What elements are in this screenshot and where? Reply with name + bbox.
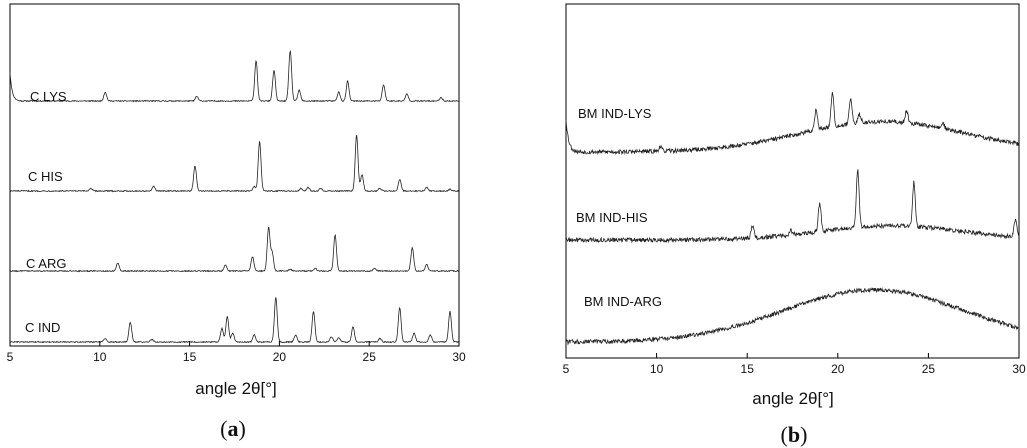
x-tick-label: 15: [741, 362, 755, 376]
series-label-c-his: C HIS: [28, 169, 63, 184]
panel-b-series-group: [565, 91, 1020, 346]
panel-b-label: (b): [781, 422, 808, 447]
panel-b-x-axis: 5 10 15 20 25 30: [563, 353, 1026, 376]
x-tick-label: 5: [563, 362, 570, 376]
x-tick-label: 30: [1012, 362, 1026, 376]
panel-a-x-axis: 5 10 15 20 25 30: [7, 341, 466, 364]
x-tick-label: 25: [922, 362, 936, 376]
x-tick-label: 10: [93, 350, 107, 364]
panel-a-plot-frame: [9, 3, 460, 347]
xrd-trace-bm-ind-lys: [565, 91, 1020, 156]
panel-b: 5 10 15 20 25 30 BM IND-LYS BM IND-HIS BM IND…: [563, 3, 1026, 447]
x-tick-label: 30: [452, 350, 466, 364]
series-label-bm-ind-lys: BM IND-LYS: [578, 106, 652, 121]
series-label-bm-ind-his: BM IND-HIS: [576, 210, 648, 225]
x-tick-label: 15: [183, 350, 197, 364]
xrd-trace-c-arg: [9, 226, 460, 273]
panel-a-series-group: [9, 49, 460, 344]
xrd-trace-bm-ind-arg: [565, 287, 1020, 346]
series-label-c-lys: C LYS: [30, 89, 67, 104]
series-label-bm-ind-arg: BM IND-ARG: [584, 294, 662, 309]
panel-b-x-axis-title: angle 2θ[°]: [752, 389, 833, 408]
xrd-trace-c-his: [9, 134, 459, 193]
x-tick-label: 5: [7, 350, 14, 364]
x-tick-label: 20: [273, 350, 287, 364]
xrd-trace-c-ind: [9, 297, 460, 344]
x-tick-label: 10: [650, 362, 664, 376]
series-label-c-ind: C IND: [25, 320, 60, 335]
series-label-c-arg: C ARG: [26, 256, 66, 271]
xrd-trace-bm-ind-his: [565, 169, 1020, 244]
panel-a: 5 10 15 20 25 30 C LYS C HIS C ARG C IND angl…: [7, 3, 466, 441]
x-tick-label: 25: [363, 350, 377, 364]
x-tick-label: 20: [831, 362, 845, 376]
panel-a-label: (a): [220, 416, 246, 441]
panel-a-x-axis-title: angle 2θ[°]: [195, 379, 276, 398]
xrd-trace-c-lys: [9, 49, 460, 103]
panel-b-plot-frame: [565, 3, 1020, 359]
